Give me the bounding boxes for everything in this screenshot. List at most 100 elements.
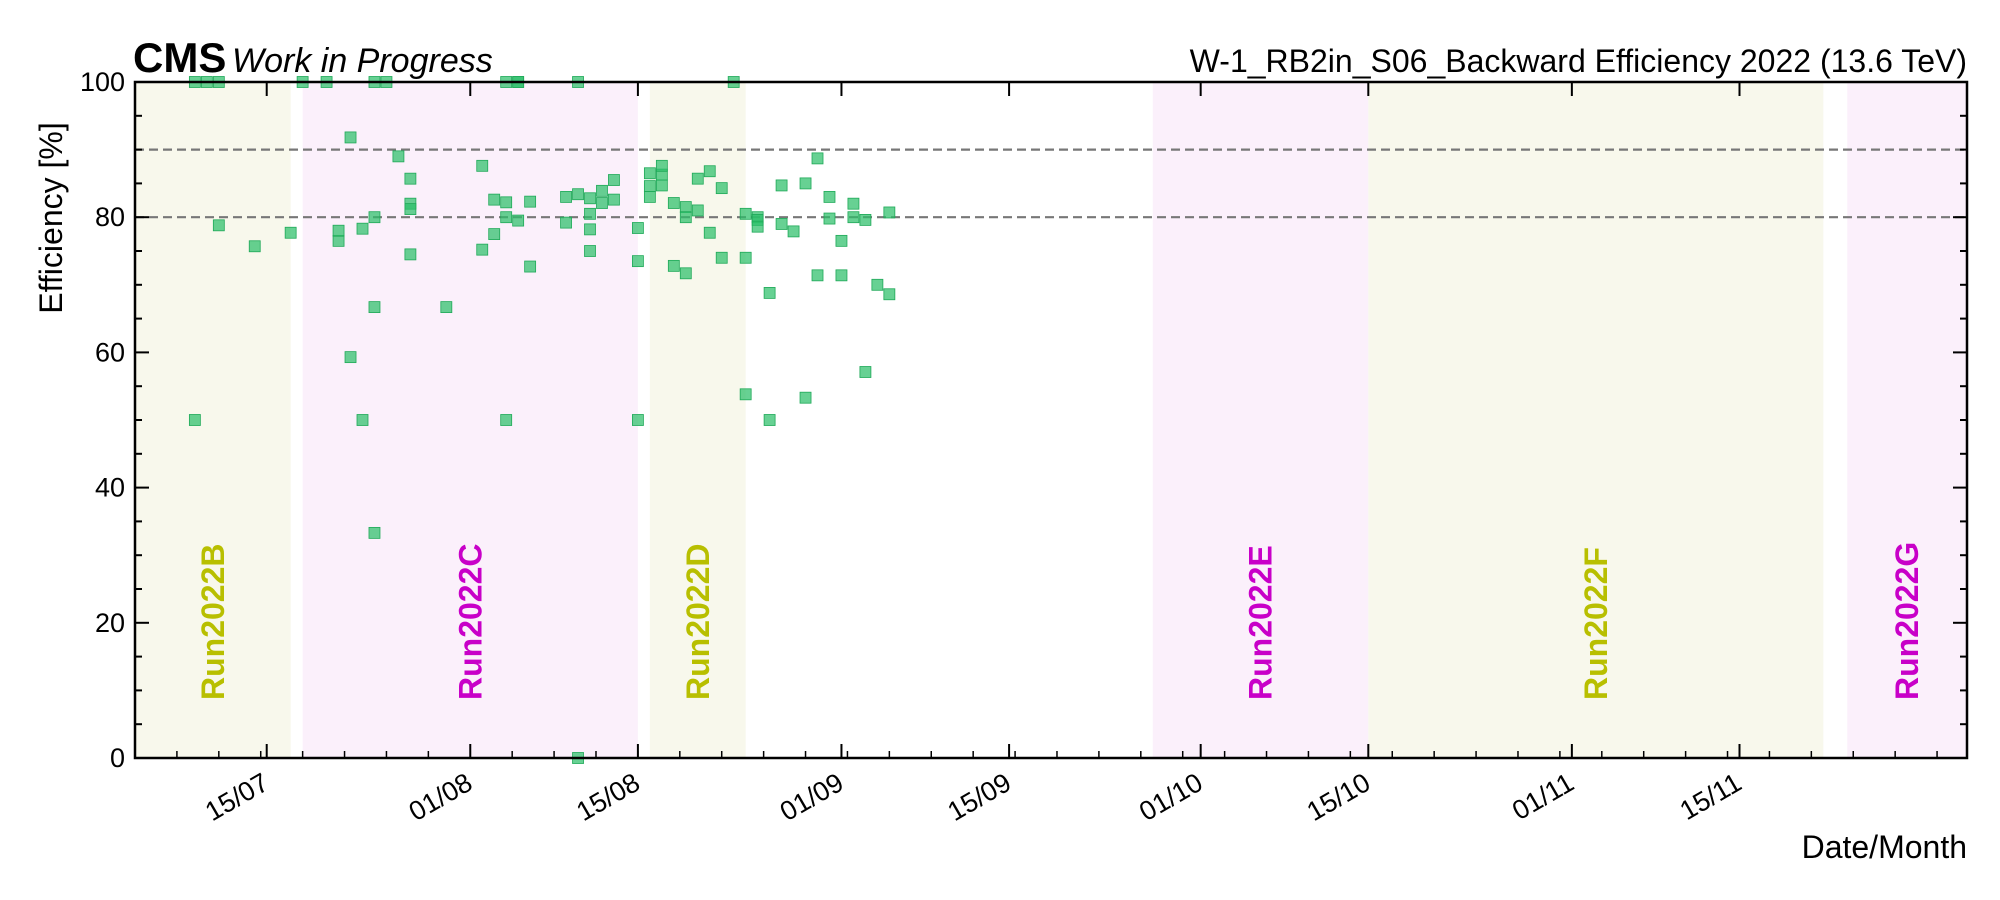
axes: 0 20 40 60 80 100 15/07 01/08 15/08 01/09 15/09 01/… bbox=[80, 67, 1969, 827]
y-tick-label: 40 bbox=[95, 473, 125, 503]
data-point bbox=[835, 234, 848, 247]
reference-lines bbox=[135, 148, 1967, 219]
data-point bbox=[368, 301, 381, 314]
data-point bbox=[584, 245, 596, 257]
data-point bbox=[524, 195, 537, 208]
data-point bbox=[847, 197, 860, 210]
data-point bbox=[356, 414, 369, 426]
data-point bbox=[751, 220, 764, 233]
data-point bbox=[392, 150, 405, 163]
data-point bbox=[739, 388, 752, 401]
data-point bbox=[572, 188, 584, 201]
data-point bbox=[596, 184, 608, 197]
data-point bbox=[823, 191, 836, 203]
data-point bbox=[560, 216, 572, 229]
run-band bbox=[1152, 82, 1369, 758]
run-label: Run2022G bbox=[1889, 542, 1925, 700]
data-point bbox=[584, 207, 596, 220]
data-point bbox=[703, 226, 716, 239]
x-tick-label: 15/10 bbox=[1302, 767, 1376, 827]
data-point bbox=[739, 251, 752, 264]
data-point bbox=[679, 201, 692, 213]
data-point bbox=[643, 191, 656, 203]
data-point bbox=[655, 179, 668, 192]
data-point bbox=[847, 211, 860, 224]
data-point bbox=[368, 526, 381, 539]
data-point bbox=[356, 222, 369, 235]
data-point bbox=[715, 182, 728, 195]
data-point bbox=[679, 211, 692, 224]
data-point bbox=[488, 193, 501, 206]
run-band bbox=[135, 82, 291, 758]
data-point bbox=[643, 167, 656, 180]
run-period-labels: Run2022B Run2022C Run2022D Run2022E Run2022F… bbox=[195, 542, 1925, 700]
data-point bbox=[212, 219, 225, 232]
run-label: Run2022D bbox=[680, 544, 716, 701]
data-point bbox=[248, 240, 261, 253]
data-point bbox=[883, 288, 896, 301]
run-label: Run2022C bbox=[452, 544, 488, 701]
data-point bbox=[440, 301, 453, 314]
data-point bbox=[655, 159, 668, 172]
data-point bbox=[512, 214, 525, 227]
chart-title: W-1_RB2in_S06_Backward Efficiency 2022 (… bbox=[1190, 43, 1967, 79]
data-point bbox=[188, 414, 201, 426]
data-point bbox=[883, 206, 896, 219]
data-point bbox=[500, 211, 513, 224]
data-point bbox=[643, 180, 656, 193]
data-point bbox=[691, 172, 704, 185]
y-tick-label: 100 bbox=[80, 67, 125, 97]
data-point bbox=[703, 165, 716, 178]
data-point bbox=[500, 196, 513, 209]
data-point bbox=[859, 214, 872, 226]
data-point bbox=[775, 179, 788, 192]
run-band bbox=[1368, 82, 1824, 758]
data-point bbox=[667, 197, 680, 209]
data-point bbox=[763, 414, 776, 426]
data-point bbox=[608, 193, 620, 206]
data-point bbox=[368, 211, 381, 224]
data-point bbox=[679, 267, 692, 280]
data-point bbox=[596, 197, 608, 209]
data-point bbox=[608, 174, 620, 186]
data-point bbox=[344, 131, 357, 144]
y-axis-title: Efficiency [%] bbox=[33, 122, 69, 313]
data-point bbox=[332, 234, 345, 247]
data-point bbox=[799, 391, 812, 404]
run-label: Run2022F bbox=[1578, 547, 1614, 700]
data-point bbox=[500, 414, 513, 426]
data-point bbox=[763, 287, 776, 299]
run-band bbox=[649, 82, 746, 758]
y-tick-label: 60 bbox=[95, 337, 125, 367]
x-tick-label: 01/11 bbox=[1507, 767, 1579, 826]
data-point bbox=[871, 278, 884, 291]
y-tick-label: 0 bbox=[110, 743, 125, 773]
cms-label: CMS bbox=[133, 34, 226, 81]
y-tick-label: 80 bbox=[95, 202, 125, 232]
data-point bbox=[715, 251, 728, 264]
run-label: Run2022E bbox=[1243, 545, 1279, 700]
data-point bbox=[667, 259, 680, 272]
data-point bbox=[476, 159, 489, 172]
data-point bbox=[560, 191, 572, 203]
y-tick-label: 20 bbox=[95, 608, 125, 638]
data-point bbox=[787, 225, 800, 238]
data-point bbox=[632, 255, 644, 268]
data-point bbox=[811, 152, 824, 165]
data-point bbox=[835, 269, 848, 282]
data-point bbox=[632, 414, 644, 426]
data-point bbox=[476, 243, 489, 256]
data-point bbox=[823, 212, 836, 225]
data-point bbox=[739, 207, 752, 220]
data-point bbox=[524, 260, 537, 273]
x-axis-title: Date/Month bbox=[1802, 829, 1967, 865]
data-point bbox=[799, 177, 812, 190]
data-point bbox=[632, 222, 644, 234]
x-tick-label: 01/10 bbox=[1134, 767, 1208, 827]
run-label: Run2022B bbox=[195, 544, 231, 701]
data-point bbox=[775, 218, 788, 230]
data-point bbox=[584, 192, 596, 205]
data-point bbox=[404, 172, 417, 185]
x-tick-label: 01/09 bbox=[775, 767, 849, 827]
